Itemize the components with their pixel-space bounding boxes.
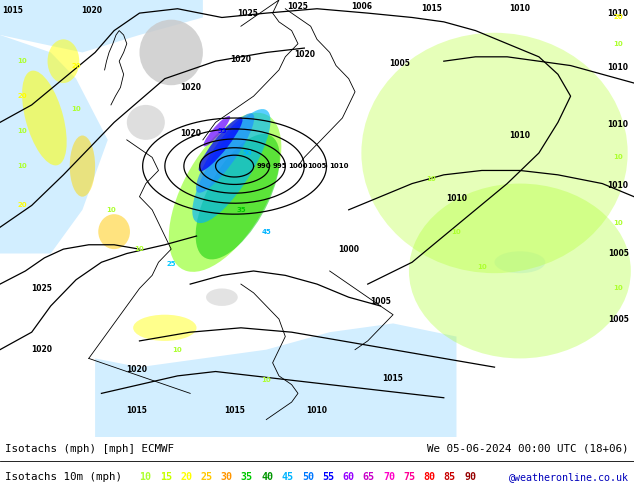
Text: 20: 20 — [71, 63, 81, 69]
Text: 1020: 1020 — [30, 345, 52, 354]
Text: 45: 45 — [281, 472, 294, 482]
Ellipse shape — [70, 136, 95, 196]
Text: 1010: 1010 — [607, 9, 629, 18]
Ellipse shape — [139, 20, 203, 85]
Polygon shape — [0, 35, 108, 253]
Text: 20: 20 — [17, 202, 27, 208]
Text: 1020: 1020 — [81, 6, 103, 15]
Text: 1010: 1010 — [306, 406, 328, 416]
Text: 1005: 1005 — [370, 297, 391, 306]
Text: 10: 10 — [477, 264, 487, 270]
Ellipse shape — [133, 315, 197, 341]
Text: 50: 50 — [302, 472, 314, 482]
Text: 1020: 1020 — [179, 83, 201, 92]
Text: 25: 25 — [167, 262, 176, 268]
Text: @weatheronline.co.uk: @weatheronline.co.uk — [509, 472, 629, 482]
Text: 1015: 1015 — [224, 406, 245, 416]
Text: 1015: 1015 — [3, 6, 23, 15]
Text: 1025: 1025 — [237, 9, 257, 18]
Text: 10: 10 — [451, 229, 462, 235]
Text: 10: 10 — [139, 472, 152, 482]
Text: 10: 10 — [17, 128, 27, 134]
Text: 1020: 1020 — [126, 365, 147, 374]
Text: 60: 60 — [342, 472, 354, 482]
Text: 1005: 1005 — [307, 163, 327, 169]
Text: 1020: 1020 — [179, 129, 201, 138]
Ellipse shape — [169, 113, 281, 272]
Ellipse shape — [361, 33, 628, 273]
Text: 75: 75 — [403, 472, 415, 482]
Text: 1005: 1005 — [608, 249, 628, 258]
Text: 1010: 1010 — [509, 131, 531, 140]
Ellipse shape — [192, 109, 271, 223]
Text: 1010: 1010 — [607, 181, 629, 190]
Text: 1005: 1005 — [608, 315, 628, 323]
Text: 10: 10 — [613, 154, 623, 160]
Text: 80: 80 — [424, 472, 436, 482]
Text: 1010: 1010 — [509, 4, 531, 13]
Text: 10: 10 — [426, 176, 436, 182]
Text: 10: 10 — [71, 106, 81, 112]
Text: 30: 30 — [221, 472, 233, 482]
Text: 1015: 1015 — [421, 4, 441, 13]
Text: 10: 10 — [613, 41, 623, 47]
Ellipse shape — [196, 113, 254, 193]
Text: 1010: 1010 — [607, 63, 629, 72]
Text: 1025: 1025 — [288, 2, 308, 11]
Text: 1020: 1020 — [230, 54, 252, 64]
Text: 55: 55 — [217, 128, 226, 134]
Text: 65: 65 — [363, 472, 375, 482]
Text: 1020: 1020 — [294, 50, 315, 59]
Text: 990: 990 — [257, 163, 271, 169]
Text: 85: 85 — [444, 472, 456, 482]
Ellipse shape — [198, 117, 243, 172]
Text: We 05-06-2024 00:00 UTC (18+06): We 05-06-2024 00:00 UTC (18+06) — [427, 444, 629, 454]
Text: Isotachs (mph) [mph] ECMWF: Isotachs (mph) [mph] ECMWF — [5, 444, 174, 454]
Text: 1000: 1000 — [338, 245, 359, 254]
Text: Isotachs 10m (mph): Isotachs 10m (mph) — [5, 472, 122, 482]
Text: 15: 15 — [160, 472, 172, 482]
Ellipse shape — [409, 184, 631, 358]
Ellipse shape — [495, 251, 545, 273]
Text: 40: 40 — [261, 472, 273, 482]
Text: 90: 90 — [464, 472, 476, 482]
Text: 10: 10 — [172, 346, 183, 353]
Text: 1015: 1015 — [383, 373, 403, 383]
Text: 1025: 1025 — [31, 284, 51, 293]
Ellipse shape — [22, 71, 67, 166]
Text: 1000: 1000 — [288, 163, 308, 169]
Text: 995: 995 — [273, 163, 287, 169]
Text: 50: 50 — [242, 150, 252, 156]
Text: 1010: 1010 — [330, 163, 349, 169]
Text: 20: 20 — [613, 15, 623, 21]
Text: 1006: 1006 — [351, 2, 372, 11]
Text: 55: 55 — [322, 472, 334, 482]
Text: 1010: 1010 — [607, 120, 629, 129]
Text: 10: 10 — [613, 220, 623, 226]
Ellipse shape — [48, 39, 79, 83]
Text: 1015: 1015 — [126, 406, 146, 416]
Text: 10: 10 — [17, 163, 27, 169]
Text: 25: 25 — [200, 472, 212, 482]
Text: 10: 10 — [17, 58, 27, 64]
Ellipse shape — [204, 116, 230, 147]
Polygon shape — [0, 0, 203, 52]
Text: 35: 35 — [241, 472, 253, 482]
Ellipse shape — [127, 105, 165, 140]
Text: 1010: 1010 — [446, 195, 467, 203]
Polygon shape — [95, 323, 456, 437]
Text: 1005: 1005 — [389, 59, 410, 68]
Text: 10: 10 — [106, 207, 116, 213]
Text: 10: 10 — [261, 377, 271, 383]
Text: 45: 45 — [261, 229, 271, 235]
Ellipse shape — [206, 289, 238, 306]
Text: 35: 35 — [236, 207, 246, 213]
Text: 70: 70 — [383, 472, 395, 482]
Text: 10: 10 — [613, 286, 623, 292]
Text: 20: 20 — [17, 93, 27, 99]
Text: 20: 20 — [180, 472, 192, 482]
Ellipse shape — [98, 214, 130, 249]
Ellipse shape — [196, 134, 280, 259]
Text: 10: 10 — [134, 246, 145, 252]
